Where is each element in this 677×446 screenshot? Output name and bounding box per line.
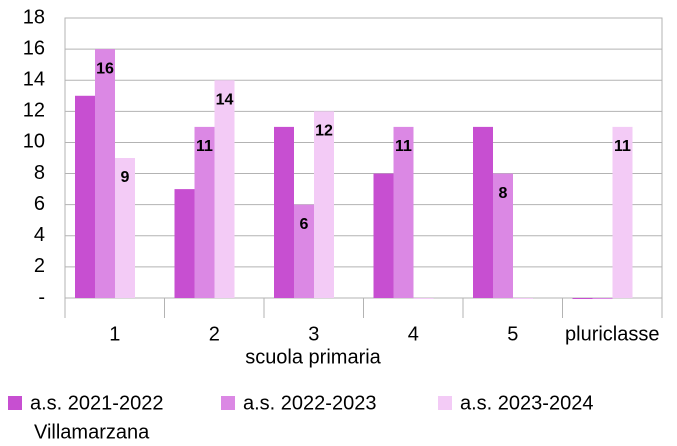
legend-label: a.s. 2023-2024	[460, 392, 593, 414]
data-label: 9	[121, 169, 130, 186]
data-label: 14	[216, 91, 234, 108]
data-label: 11	[614, 138, 631, 155]
bar	[274, 126, 294, 298]
data-label: 11	[395, 138, 412, 155]
x-tick-label: 2	[209, 323, 220, 345]
bar	[473, 126, 493, 298]
y-tick-label: 16	[23, 37, 45, 59]
y-tick-label: 14	[23, 69, 45, 91]
data-label: 11	[196, 138, 213, 155]
x-tick-label: 5	[507, 323, 518, 345]
bar	[214, 80, 235, 298]
bar	[393, 126, 414, 298]
bar	[493, 173, 513, 298]
legend-label: a.s. 2021-2022	[30, 392, 163, 414]
bar	[75, 95, 95, 299]
legend-swatch	[8, 396, 22, 410]
x-axis-title: scuola primaria	[245, 346, 381, 368]
bar	[413, 298, 434, 299]
data-label: 12	[315, 123, 333, 140]
legend-label: a.s. 2022-2023	[243, 392, 376, 414]
x-tick-label: 4	[408, 323, 419, 345]
y-tick-label: -	[38, 286, 45, 308]
x-tick-label: 3	[308, 323, 319, 345]
data-label: 16	[96, 60, 114, 77]
bar	[513, 298, 533, 299]
x-tick-label: pluriclasse	[565, 323, 659, 345]
caption: Villamarzana	[34, 421, 150, 443]
y-tick-label: 6	[34, 193, 45, 215]
data-label: 6	[300, 216, 309, 233]
legend-swatch	[221, 396, 235, 410]
bar	[115, 158, 135, 298]
y-tick-label: 18	[23, 6, 45, 28]
bar	[612, 126, 633, 298]
legend-swatch	[438, 396, 452, 410]
bar	[572, 298, 593, 299]
y-tick-label: 2	[34, 255, 45, 277]
data-label: 8	[499, 185, 508, 202]
x-tick-label: 1	[109, 323, 120, 345]
bar	[373, 173, 394, 298]
bar	[174, 189, 195, 298]
y-tick-label: 10	[23, 131, 45, 153]
plot-border	[64, 17, 663, 299]
bar	[592, 298, 613, 299]
bar	[314, 111, 334, 298]
bar	[294, 204, 314, 298]
y-tick-label: 12	[23, 100, 45, 122]
bar	[194, 126, 215, 298]
bar	[95, 49, 115, 298]
y-tick-label: 8	[34, 162, 45, 184]
y-tick-label: 4	[34, 224, 45, 246]
